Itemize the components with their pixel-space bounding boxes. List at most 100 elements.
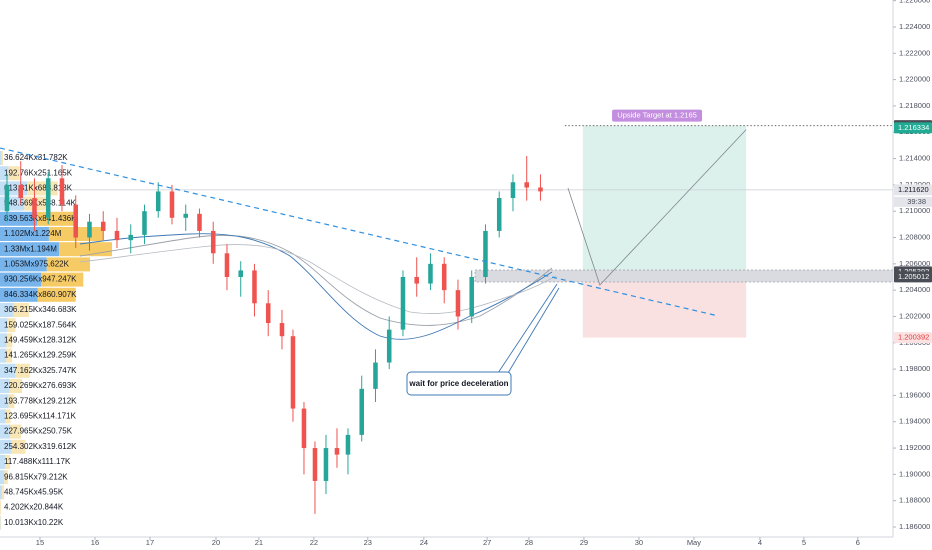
- candle-body: [224, 253, 230, 277]
- candle-body: [87, 221, 92, 238]
- moving-average: [79, 234, 553, 326]
- volume-buy: [0, 257, 47, 272]
- volume-sell: [10, 424, 22, 439]
- target-badge: [612, 109, 703, 122]
- y-tick-label: 1.212000: [899, 180, 930, 189]
- volume-buy: [0, 303, 14, 317]
- x-tick-label: 21: [255, 538, 263, 547]
- volume-label: 1.33Mx1.194M: [4, 244, 57, 253]
- y-tick-label: 1.210000: [899, 206, 930, 215]
- candle-body: [510, 182, 516, 199]
- price-badge: [894, 122, 932, 134]
- volume-buy: [0, 363, 16, 378]
- x-tick-label: 16: [91, 538, 99, 547]
- x-tick-label: 29: [580, 538, 588, 547]
- volume-buy: [0, 394, 9, 409]
- y-tick-label: 1.214000: [899, 154, 930, 163]
- y-tick-label: 1.190000: [899, 469, 930, 478]
- volume-sell: [41, 272, 84, 287]
- candle-body: [386, 329, 392, 363]
- price-badge: [894, 184, 932, 196]
- candle-body: [279, 323, 285, 337]
- volume-label: 48.745Kx45.95K: [4, 488, 64, 497]
- x-tick-label: 22: [310, 538, 318, 547]
- target-text: Upside Target at 1.2165: [617, 111, 697, 120]
- y-tick-label: 1.196000: [899, 390, 930, 399]
- y-tick-label: 1.204000: [899, 285, 930, 294]
- timer: 39:38: [907, 197, 926, 206]
- volume-buy: [0, 348, 7, 363]
- candle-body: [345, 434, 351, 455]
- volume-buy: [0, 485, 3, 500]
- volume-label: 347.162Kx325.747K: [4, 366, 77, 375]
- candle-body: [238, 270, 243, 277]
- y-tick-label: 1.206000: [899, 259, 930, 268]
- volume-buy: [0, 333, 7, 348]
- candle-body: [323, 448, 329, 481]
- candle-body: [538, 187, 543, 192]
- volume-buy: [0, 151, 2, 165]
- x-tick-label: May: [687, 538, 701, 547]
- y-tick-label: 1.208000: [899, 232, 930, 241]
- x-tick-label: 20: [212, 538, 220, 547]
- candle-body: [496, 198, 502, 231]
- volume-buy: [0, 242, 60, 257]
- y-tick-label: 1.198000: [899, 364, 930, 373]
- candle-body: [469, 276, 474, 317]
- background-layer: [0, 125, 894, 338]
- candle-body: [483, 230, 488, 277]
- candle-body: [334, 448, 340, 455]
- y-tick-label: 1.222000: [899, 48, 930, 57]
- price-badge-label: 1.211620: [898, 185, 929, 194]
- volume-sell: [9, 379, 23, 393]
- loss-zone: [582, 271, 747, 338]
- x-tick-label: 5: [802, 538, 806, 547]
- price-zone: [474, 269, 894, 283]
- volume-sell: [6, 348, 13, 363]
- volume-label: 613.81Kx688.818K: [4, 184, 73, 193]
- y-tick-label: 1.220000: [899, 75, 930, 84]
- volume-buy: [0, 211, 38, 226]
- timer-badge: [894, 196, 932, 207]
- profit-zone: [582, 125, 747, 272]
- x-tick-label: 4: [758, 538, 762, 547]
- volume-buy: [0, 409, 6, 424]
- volume-buy: [0, 470, 5, 485]
- volume-label: 123.695Kx114.171K: [4, 412, 77, 421]
- volume-buy: [0, 424, 11, 439]
- volume-buy: [0, 287, 38, 302]
- volume-sell: [11, 439, 26, 454]
- volume-label: 930.256Kx947.247K: [4, 275, 77, 284]
- candle-body: [18, 184, 24, 199]
- callout-box: [406, 371, 512, 396]
- volume-sell: [8, 166, 20, 181]
- volume-sell: [2, 485, 5, 500]
- volume-label: 254.302Kx319.612K: [4, 442, 77, 451]
- volume-label: 1.053Mx975.622K: [4, 260, 70, 269]
- volume-label: 96.815Kx79.212K: [4, 472, 68, 481]
- y-tick-label: 1.194000: [899, 417, 930, 426]
- volume-label: 4.202Kx20.844K: [4, 503, 64, 512]
- y-tick-label: 1.186000: [899, 522, 930, 531]
- volume-label: 117.488Kx111.17K: [4, 457, 71, 466]
- volume-label: 846.334Kx860.907K: [4, 290, 77, 299]
- price-badge: [894, 332, 932, 344]
- y-tick-label: 1.202000: [899, 311, 930, 320]
- x-tick-label: 23: [364, 538, 372, 547]
- x-tick-label: 28: [525, 538, 533, 547]
- volume-label: 220.269Kx276.693K: [4, 381, 77, 390]
- volume-buy: [0, 272, 42, 287]
- candle-body: [252, 270, 257, 304]
- candle-body: [4, 184, 10, 212]
- volume-label: 1.102Mx1.224M: [4, 229, 62, 238]
- candle-body: [290, 336, 296, 409]
- volume-sell: [15, 363, 30, 378]
- axes: 1.186000 1.188000 1.190000 1.192000 1.194000…: [36, 0, 932, 547]
- y-tick-label: 1.192000: [899, 443, 930, 452]
- volume-label: 10.013Kx10.22K: [4, 518, 64, 527]
- volume-sell: [59, 242, 112, 257]
- candle-body: [441, 263, 447, 291]
- candle-body: [312, 448, 318, 481]
